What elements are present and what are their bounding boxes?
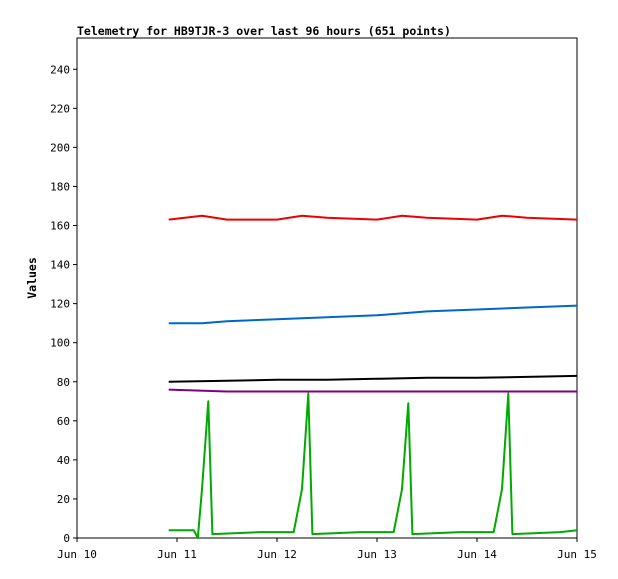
y-tick-label: 240: [50, 63, 70, 76]
x-tick-label: Jun 10: [57, 548, 97, 561]
x-tick-label: Jun 11: [157, 548, 197, 561]
series-line-3: [168, 388, 577, 393]
y-tick-label: 100: [50, 337, 70, 350]
x-tick-label: Jun 14: [457, 548, 497, 561]
chart-title: Telemetry for HB9TJR-3 over last 96 hour…: [77, 24, 451, 38]
series-layer: [168, 214, 578, 539]
series-line-2: [168, 374, 578, 383]
x-tick-label: Jun 12: [257, 548, 297, 561]
series-line-1: [168, 304, 578, 325]
x-tick-label: Jun 13: [357, 548, 397, 561]
y-tick-label: 40: [57, 454, 70, 467]
y-tick-label: 200: [50, 141, 70, 154]
y-tick-label: 140: [50, 259, 70, 272]
y-tick-label: 180: [50, 180, 70, 193]
y-tick-label: 160: [50, 220, 70, 233]
y-tick-label: 120: [50, 298, 70, 311]
series-line-4: [168, 392, 578, 539]
y-tick-label: 60: [57, 415, 70, 428]
series-line-0: [168, 214, 578, 221]
x-axis-ticks: Jun 10 Jun 11 Jun 12 Jun 13 Jun 14 Jun 15: [57, 538, 597, 561]
x-tick-label: Jun 15: [557, 548, 597, 561]
y-tick-label: 0: [63, 532, 70, 545]
y-tick-label: 20: [57, 493, 70, 506]
y-tick-label: 220: [50, 102, 70, 115]
y-axis-title: Values: [25, 257, 39, 299]
y-tick-label: 80: [57, 376, 70, 389]
plot-frame: [76, 37, 578, 539]
y-axis-ticks: 0 20 40 60 80 100 120 140 160 180 200 220 240: [50, 63, 77, 545]
